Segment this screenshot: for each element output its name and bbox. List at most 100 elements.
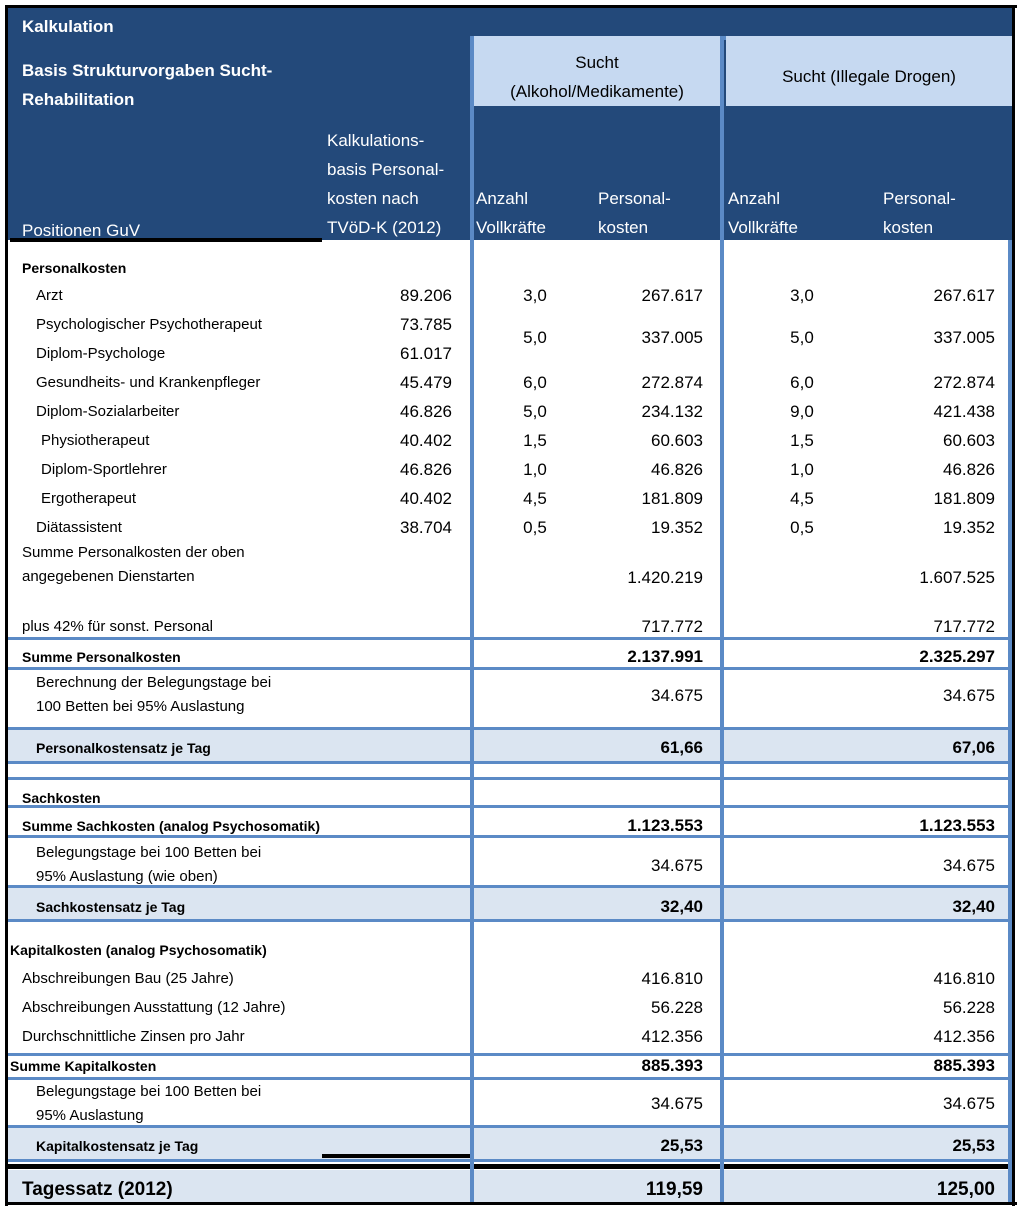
row-line [8,667,1012,670]
cell-anzahl-2: 5,0 [790,328,814,347]
row-line [8,1053,1012,1056]
cell-anzahl-1: 5,0 [523,328,547,347]
row-line [8,1077,1012,1080]
row-label: plus 42% für sonst. Personal [22,618,213,635]
cell-anzahl-2: 6,0 [790,373,814,392]
cell-kosten-1: 1.123.553 [627,816,703,835]
cell-kosten-2: 125,00 [936,1179,995,1200]
cell-kosten-2: 60.603 [943,431,995,450]
cell-basis: 40.402 [400,431,452,450]
cell-kosten-1: 267.617 [641,286,703,305]
cell-kosten-2: 717.772 [933,617,995,636]
cell-anzahl-1: 4,5 [523,489,547,508]
cell-basis: 45.479 [400,373,452,392]
header-underline [10,238,322,242]
row-label: Gesundheits- und Krankenpfleger [36,374,261,391]
cell-kosten-1: 1.420.219 [627,568,703,587]
cell-anzahl-2: 9,0 [790,402,814,421]
row-label: Berechnung der Belegungstage bei 100 Bet… [36,674,272,715]
row-label: Abschreibungen Bau (25 Jahre) [22,970,234,987]
frame-right [1012,6,1015,1206]
frame-top [5,5,1017,8]
row-label: Sachkostensatz je Tag [36,899,186,915]
row-line [8,885,1012,888]
row-label: Tagessatz (2012) [22,1179,173,1200]
cell-kosten-1: 19.352 [651,518,703,537]
cell-anzahl-1: 0,5 [523,518,547,537]
row-label: Ergotherapeut [41,490,137,507]
title: Kalkulation [22,17,114,36]
cell-kosten-1: 46.826 [651,460,703,479]
row-line [8,777,1012,780]
col-kosten-2: Personal- kosten [883,189,956,237]
column-line [1008,240,1012,1202]
cell-kosten-1: 119,59 [645,1179,703,1200]
cell-basis: 73.785 [400,315,452,334]
row-label: Psychologischer Psychotherapeut [36,316,262,333]
cell-anzahl-1: 6,0 [523,373,547,392]
shaded-row [8,1170,1012,1202]
group-2-bg [726,36,1012,106]
row-line [8,835,1012,838]
cell-kosten-1: 272.874 [641,373,703,392]
cell-kosten-2: 34.675 [943,856,995,875]
cell-kosten-2: 19.352 [943,518,995,537]
cell-kosten-1: 60.603 [651,431,703,450]
cell-kosten-1: 181.809 [641,489,703,508]
cell-kosten-1: 2.137.991 [627,647,703,666]
cell-kosten-1: 25,53 [660,1136,703,1155]
cell-kosten-2: 421.438 [933,402,995,421]
row-label: Physiotherapeut [41,432,150,449]
cell-basis: 38.704 [400,518,452,537]
row-label: Belegungstage bei 100 Betten bei 95% Aus… [36,844,262,885]
shaded-row [8,888,1012,920]
group-2-name: Sucht (Illegale Drogen) [782,67,956,86]
row-label: Diplom-Sozialarbeiter [36,403,180,420]
cell-basis: 89.206 [400,286,452,305]
cell-anzahl-2: 4,5 [790,489,814,508]
cell-basis: 46.826 [400,402,452,421]
row-label: Diplom-Psychologe [36,345,166,362]
group-1-bg [474,36,720,106]
row-label: Summe Personalkosten der oben angegebene… [22,544,245,585]
cell-kosten-2: 181.809 [933,489,995,508]
row-label: Diätassistent [36,519,122,536]
cell-kosten-2: 1.123.553 [919,816,995,835]
cell-kosten-2: 34.675 [943,1094,995,1113]
cell-kosten-2: 1.607.525 [919,568,995,587]
cell-kosten-2: 412.356 [933,1027,995,1046]
column-line [720,36,724,1202]
cell-kosten-2: 34.675 [943,686,995,705]
cell-basis: 61.017 [400,344,452,363]
cell-anzahl-1: 1,5 [523,431,547,450]
row-line [8,727,1012,730]
cell-kosten-1: 34.675 [651,686,703,705]
col-anzahl-1: Anzahl Vollkräfte [476,189,546,237]
frame-left [5,6,8,1206]
cell-anzahl-2: 0,5 [790,518,814,537]
col-anzahl-2: Anzahl Vollkräfte [728,189,798,237]
column-line [470,36,474,1202]
col-label: Positionen GuV [22,221,141,240]
row-label: Diplom-Sportlehrer [41,461,167,478]
row-label: Personalkostensatz je Tag [36,740,211,756]
col-kosten-1: Personal- kosten [598,189,671,237]
cell-kosten-2: 267.617 [933,286,995,305]
cell-kosten-1: 717.772 [641,617,703,636]
row-line [8,637,1012,640]
cell-anzahl-1: 5,0 [523,402,547,421]
row-label: Kapitalkosten (analog Psychosomatik) [10,942,267,958]
cell-kosten-2: 2.325.297 [919,647,995,666]
cell-kosten-1: 234.132 [641,402,703,421]
cell-kosten-1: 34.675 [651,856,703,875]
row-line [8,805,1012,808]
cell-basis: 40.402 [400,489,452,508]
cell-kosten-2: 46.826 [943,460,995,479]
cell-kosten-2: 337.005 [933,328,995,347]
cell-anzahl-2: 1,5 [790,431,814,450]
cell-kosten-2: 56.228 [943,998,995,1017]
row-line [8,1159,1012,1162]
row-line [8,1125,1012,1128]
cell-kosten-2: 67,06 [952,738,995,757]
